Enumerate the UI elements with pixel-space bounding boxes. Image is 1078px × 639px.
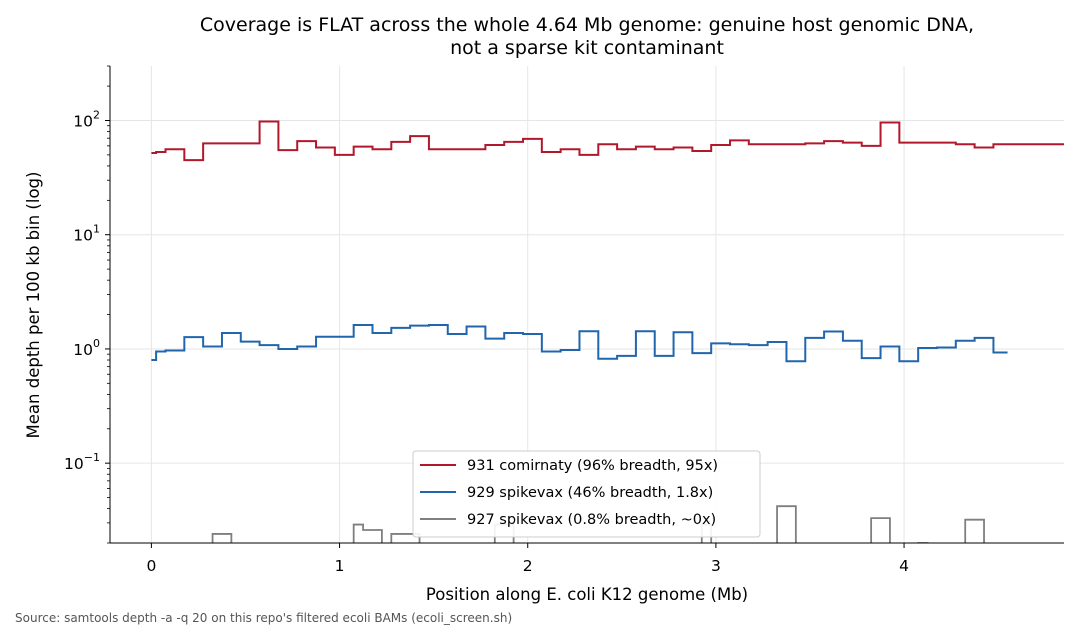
- x-tick-label: 4: [899, 557, 909, 575]
- legend-label-spikevax-927: 927 spikevax (0.8% breadth, ~0x): [467, 512, 716, 528]
- x-tick-label: 0: [146, 557, 156, 575]
- x-axis-label: Position along E. coli K12 genome (Mb): [426, 585, 748, 604]
- series-0: [151, 120, 1064, 162]
- x-tick-label: 1: [335, 557, 345, 575]
- y-ticks: 102 101 100 10−1: [64, 65, 110, 544]
- x-tick-label: 2: [523, 557, 533, 575]
- legend-label-comirnaty: 931 comirnaty (96% breadth, 95x): [467, 458, 718, 474]
- series-1: [151, 324, 1008, 363]
- legend-label-spikevax-929: 929 spikevax (46% breadth, 1.8x): [467, 485, 713, 501]
- series-line: [151, 324, 1008, 363]
- x-tick-label: 3: [711, 557, 721, 575]
- legend-box: [412, 450, 761, 538]
- y-tick-label: 102: [73, 108, 100, 130]
- chart-title: Coverage is FLAT across the whole 4.64 M…: [200, 14, 974, 36]
- chart-subtitle: not a sparse kit contaminant: [450, 37, 724, 59]
- legend: 931 comirnaty (96% breadth, 95x) 929 spi…: [412, 450, 761, 538]
- y-tick-label: 101: [73, 223, 100, 245]
- x-ticks: 0 1 2 3 4: [146, 543, 909, 575]
- y-axis-label: Mean depth per 100 kb bin (log): [24, 172, 43, 439]
- y-tick-label: 10−1: [64, 451, 100, 473]
- source-note: Source: samtools depth -a -q 20 on this …: [15, 611, 512, 625]
- y-tick-label: 100: [73, 337, 100, 359]
- series-layer: [151, 120, 1064, 543]
- series-line: [151, 120, 1064, 162]
